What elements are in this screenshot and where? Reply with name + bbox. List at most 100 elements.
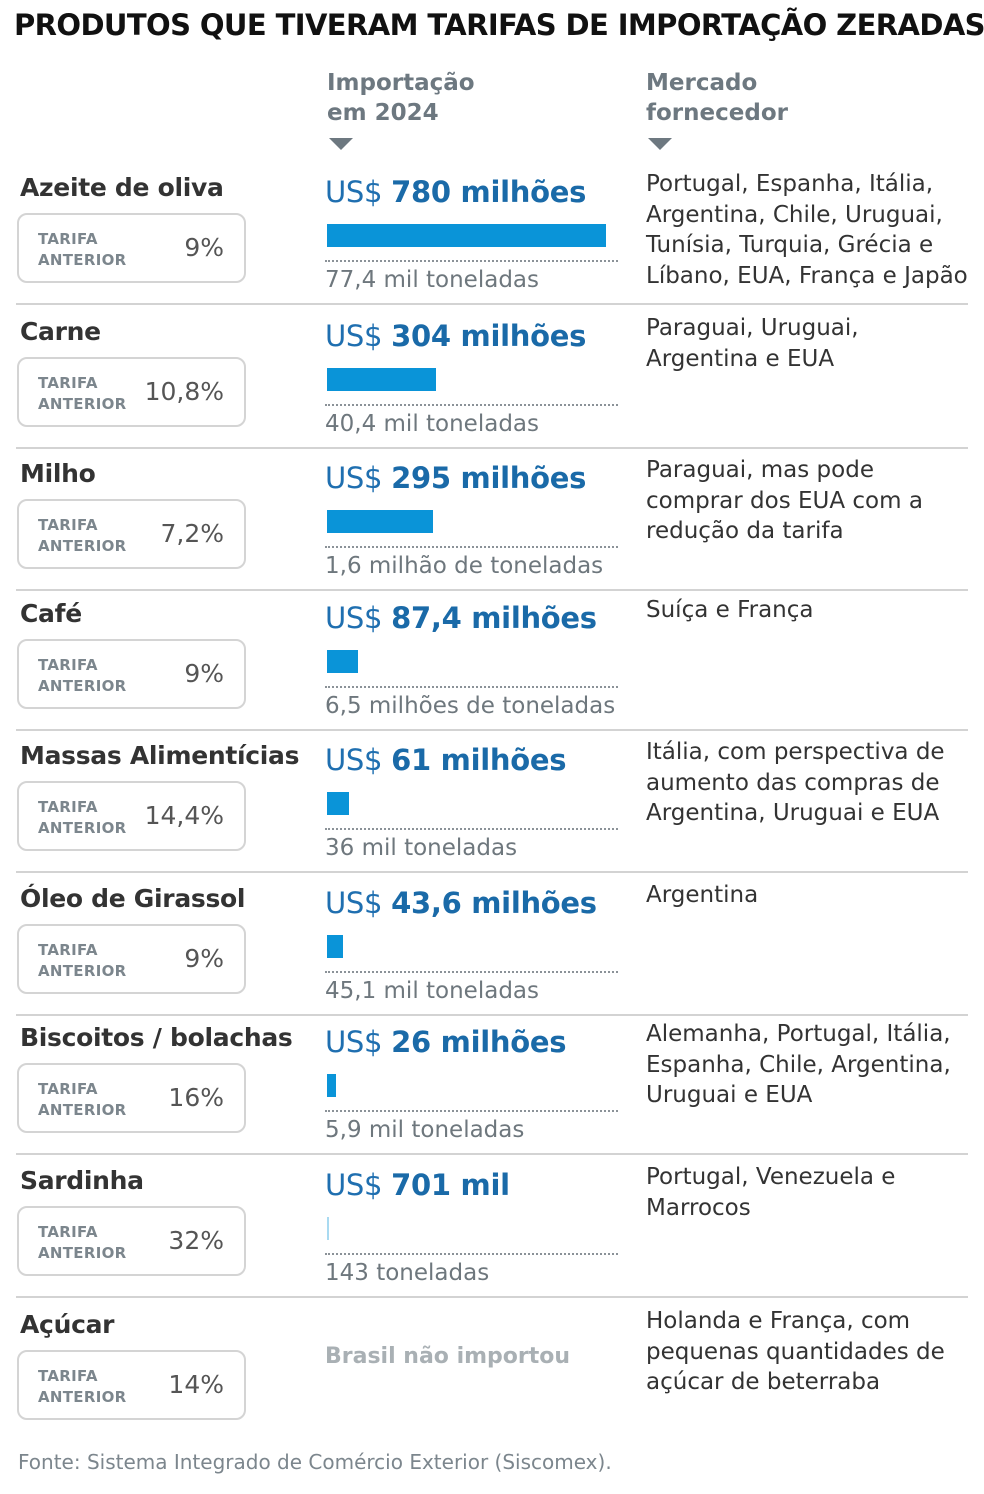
import-volume: 1,6 milhão de toneladas	[325, 553, 604, 579]
import-value-amount: 304 milhões	[391, 319, 587, 353]
import-value-amount: 61 milhões	[391, 743, 567, 777]
supplier-market: Paraguai, Uruguai, Argentina e EUA	[646, 315, 859, 372]
row-divider	[16, 871, 968, 873]
tariff-label-line1: TARIFA	[38, 656, 98, 674]
tariff-label: TARIFA ANTERIOR	[38, 1222, 126, 1264]
tariff-label-line1: TARIFA	[38, 798, 98, 816]
product-name: Óleo de Girassol	[20, 884, 246, 913]
supplier-market: Holanda e França, com pequenas quantidad…	[646, 1308, 945, 1395]
column-header-market: Mercado fornecedor	[646, 68, 788, 150]
row-divider	[16, 1014, 968, 1016]
tariff-badge: TARIFA ANTERIOR 9%	[17, 924, 246, 994]
tariff-label-line1: TARIFA	[38, 374, 98, 392]
import-value: US$ 26 milhões	[325, 1025, 566, 1059]
row-divider	[16, 303, 968, 305]
dotted-divider	[325, 828, 618, 830]
import-volume: 36 mil toneladas	[325, 835, 518, 861]
column-header-import: Importação em 2024	[327, 68, 475, 150]
table-row: Massas Alimentícias TARIFA ANTERIOR 14,4% US…	[0, 739, 984, 873]
supplier-market: Suíça e França	[646, 597, 814, 623]
product-name: Açúcar	[20, 1310, 115, 1339]
tariff-badge: TARIFA ANTERIOR 7,2%	[17, 499, 246, 569]
dotted-divider	[325, 1253, 618, 1255]
import-value-amount: 43,6 milhões	[391, 886, 597, 920]
import-value: US$ 43,6 milhões	[325, 886, 597, 920]
dotted-divider	[325, 260, 618, 262]
import-bar	[327, 368, 436, 391]
product-name: Massas Alimentícias	[20, 741, 300, 770]
tariff-label-line2: ANTERIOR	[38, 1101, 127, 1119]
import-volume: 40,4 mil toneladas	[325, 411, 539, 437]
import-value-prefix: US$	[325, 886, 392, 920]
bar-track	[327, 510, 606, 533]
import-value-prefix: US$	[325, 743, 392, 777]
tariff-label: TARIFA ANTERIOR	[38, 515, 126, 557]
import-value-prefix: US$	[325, 175, 392, 209]
table-row: Açúcar TARIFA ANTERIOR 14% Brasil não import…	[0, 1308, 984, 1442]
import-value-amount: 780 milhões	[391, 175, 587, 209]
import-value-prefix: US$	[325, 461, 392, 495]
import-value-amount: 295 milhões	[391, 461, 587, 495]
tariff-value: 9%	[184, 659, 224, 688]
no-import-note: Brasil não importou	[325, 1344, 571, 1369]
product-name: Milho	[20, 459, 96, 488]
supplier-market: Portugal, Espanha, Itália, Argentina, Ch…	[646, 171, 968, 289]
dotted-divider	[325, 546, 618, 548]
import-value: US$ 87,4 milhões	[325, 601, 597, 635]
table-row: Óleo de Girassol TARIFA ANTERIOR 9% US$ 43,6…	[0, 882, 984, 1016]
tariff-label-line2: ANTERIOR	[38, 537, 127, 555]
column-header-market-line1: Mercado	[646, 70, 758, 96]
table-row: Sardinha TARIFA ANTERIOR 32% US$ 701 mil 143 …	[0, 1164, 984, 1298]
supplier-market: Argentina	[646, 882, 759, 908]
tariff-label-line2: ANTERIOR	[38, 395, 127, 413]
tariff-value: 16%	[168, 1083, 224, 1112]
tariff-badge: TARIFA ANTERIOR 9%	[17, 639, 246, 709]
row-divider	[16, 589, 968, 591]
tariff-label-line1: TARIFA	[38, 230, 98, 248]
column-header-market-line2: fornecedor	[646, 100, 788, 126]
tariff-label-line1: TARIFA	[38, 516, 98, 534]
tariff-label-line2: ANTERIOR	[38, 1244, 127, 1262]
row-divider	[16, 1153, 968, 1155]
column-header-import-line2: em 2024	[327, 100, 439, 126]
source-note: Fonte: Sistema Integrado de Comércio Ext…	[18, 1450, 612, 1474]
tariff-value: 32%	[168, 1226, 224, 1255]
bar-track	[327, 1217, 606, 1240]
tariff-label-line1: TARIFA	[38, 1080, 98, 1098]
import-bar	[327, 1217, 329, 1240]
import-value: US$ 780 milhões	[325, 175, 586, 209]
tariff-label-line2: ANTERIOR	[38, 962, 127, 980]
import-volume: 5,9 mil toneladas	[325, 1117, 525, 1143]
bar-track	[327, 650, 606, 673]
tariff-badge: TARIFA ANTERIOR 10,8%	[17, 357, 246, 427]
import-value-amount: 87,4 milhões	[391, 601, 597, 635]
import-value-prefix: US$	[325, 1025, 392, 1059]
import-volume: 45,1 mil toneladas	[325, 978, 539, 1004]
tariff-badge: TARIFA ANTERIOR 32%	[17, 1206, 246, 1276]
dotted-divider	[325, 686, 618, 688]
bar-track	[327, 792, 606, 815]
import-value: US$ 304 milhões	[325, 319, 586, 353]
column-header-import-line1: Importação	[327, 70, 475, 96]
import-volume: 143 toneladas	[325, 1260, 490, 1286]
table-row: Milho TARIFA ANTERIOR 7,2% US$ 295 milhões 1,…	[0, 457, 984, 591]
tariff-label-line2: ANTERIOR	[38, 251, 127, 269]
row-divider	[16, 447, 968, 449]
import-volume: 6,5 milhões de toneladas	[325, 693, 616, 719]
dotted-divider	[325, 404, 618, 406]
import-value: US$ 61 milhões	[325, 743, 566, 777]
supplier-market: Alemanha, Portugal, Itália, Espanha, Chi…	[646, 1021, 951, 1108]
dotted-divider	[325, 971, 618, 973]
import-value-amount: 26 milhões	[391, 1025, 567, 1059]
import-value-amount: 701 mil	[391, 1168, 510, 1202]
import-value-prefix: US$	[325, 319, 392, 353]
triangle-down-icon	[329, 138, 353, 150]
import-bar	[327, 1074, 337, 1097]
chart-title: PRODUTOS QUE TIVERAM TARIFAS DE IMPORTAÇ…	[14, 8, 984, 42]
supplier-market: Paraguai, mas pode comprar dos EUA com a…	[646, 457, 923, 544]
dotted-divider	[325, 1110, 618, 1112]
row-divider	[16, 729, 968, 731]
product-name: Café	[20, 599, 82, 628]
import-value-prefix: US$	[325, 1168, 392, 1202]
tariff-value: 14,4%	[144, 801, 224, 830]
